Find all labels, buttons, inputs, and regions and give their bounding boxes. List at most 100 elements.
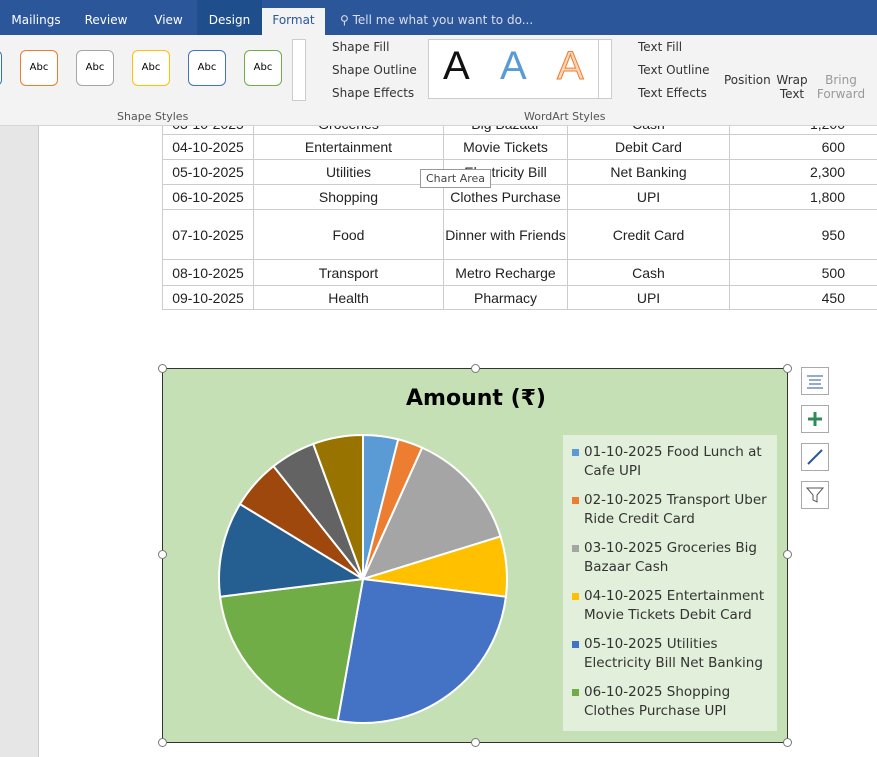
command[interactable]: Wrap Text — [776, 73, 808, 101]
command[interactable]: Text Outline — [638, 63, 710, 77]
table-cell: 500 — [730, 260, 877, 286]
table-cell: Health — [254, 286, 444, 310]
gallery-scroll[interactable] — [292, 39, 306, 101]
shape-style[interactable]: Abc — [76, 50, 114, 86]
command[interactable]: Shape Outline — [332, 63, 417, 77]
table-cell: 1,800 — [730, 185, 877, 210]
legend: 01-10-2025 Food Lunch at Cafe UPI 02-10-2… — [563, 435, 777, 731]
resize-handle[interactable] — [158, 738, 167, 747]
table-cell: 03-10-2025 — [162, 126, 254, 135]
table-cell: Metro Recharge — [444, 260, 568, 286]
legend-entry: 02-10-2025 Transport Uber Ride Credit Ca… — [563, 487, 777, 535]
table-cell: Credit Card — [568, 210, 730, 260]
wordart-style[interactable]: A — [557, 44, 585, 89]
table-cell: 06-10-2025 — [162, 185, 254, 210]
resize-handle[interactable] — [158, 550, 167, 559]
wordart-style[interactable]: A — [443, 44, 470, 88]
resize-handle[interactable] — [783, 550, 792, 559]
legend-label: 02-10-2025 Transport Uber Ride Credit Ca… — [584, 492, 767, 527]
resize-handle[interactable] — [471, 364, 480, 373]
tab[interactable]: Mailings — [11, 13, 61, 27]
legend-entry: 06-10-2025 Shopping Clothes Purchase UPI — [563, 679, 777, 727]
table-cell: Cash — [568, 126, 730, 135]
command[interactable]: Bring Forward — [816, 73, 866, 101]
legend-label: 04-10-2025 Entertainment Movie Tickets D… — [584, 588, 765, 623]
legend-entry: 01-10-2025 Food Lunch at Cafe UPI — [563, 439, 777, 487]
shape-style[interactable]: Abc — [188, 50, 226, 86]
table-cell: 600 — [730, 135, 877, 160]
resize-handle[interactable] — [471, 738, 480, 747]
legend-marker — [572, 593, 579, 600]
tooltip: Chart Area — [420, 169, 492, 188]
legend-marker — [572, 449, 579, 456]
chart-elements-button[interactable] — [801, 405, 829, 433]
shape-style[interactable]: Abc — [20, 50, 58, 86]
chart-styles-button[interactable] — [801, 443, 829, 471]
legend-label: 06-10-2025 Shopping Clothes Purchase UPI — [584, 684, 731, 719]
table-cell: Pharmacy — [444, 286, 568, 310]
pie-slice — [336, 577, 508, 724]
wordart-gallery — [428, 39, 600, 99]
shape-style[interactable]: Abc — [244, 50, 282, 86]
pie-slice — [218, 577, 365, 722]
legend-label: 05-10-2025 Utilities Electricity Bill Ne… — [584, 636, 763, 671]
ribbon: Abc Abc Abc Abc Abc Abc Shape Fill Shape Outli… — [0, 35, 877, 126]
chart-area[interactable]: Amount (₹) 01-10-2025 Food Lunch at Cafe… — [162, 368, 788, 743]
legend-label: 01-10-2025 Food Lunch at Cafe UPI — [584, 444, 762, 479]
margin — [0, 126, 39, 757]
shape-style[interactable]: Abc — [0, 50, 2, 86]
resize-handle[interactable] — [783, 738, 792, 747]
resize-handle[interactable] — [158, 364, 167, 373]
icon — [805, 487, 825, 503]
tab[interactable]: Design — [208, 13, 251, 27]
table-cell: Shopping — [254, 185, 444, 210]
search-text: Tell me what you want to do... — [352, 13, 534, 27]
table-cell: UPI — [568, 185, 730, 210]
pie-slice — [311, 433, 364, 580]
table-cell: Groceries — [254, 126, 444, 135]
table-cell: 950 — [730, 210, 877, 260]
tab-bar: Mailings Review View Design Format ⚲ Tell me… — [0, 0, 877, 35]
table-cell: 450 — [730, 286, 877, 310]
table-cell: Entertainment — [254, 135, 444, 160]
command[interactable]: Text Effects — [638, 86, 707, 100]
table-cell: Big Bazaar — [444, 126, 568, 135]
chart-filters-button[interactable] — [801, 481, 829, 509]
shape-style[interactable]: Abc — [132, 50, 170, 86]
command[interactable]: Position — [724, 73, 771, 87]
table-cell: Dinner with Friends — [444, 210, 568, 260]
table-cell: 2,300 — [730, 160, 877, 185]
icon — [807, 449, 823, 465]
tab[interactable]: Format — [272, 13, 315, 27]
chart-title: Amount (₹) — [406, 386, 546, 411]
table-cell: Clothes Purchase — [444, 185, 568, 210]
legend-label: 03-10-2025 Groceries Big Bazaar Cash — [584, 540, 757, 575]
table-cell: 1,200 — [730, 126, 877, 135]
command[interactable]: Text Fill — [638, 40, 683, 54]
command[interactable]: Shape Effects — [332, 86, 415, 100]
table-cell: 05-10-2025 — [162, 160, 254, 185]
table-cell: 07-10-2025 — [162, 210, 254, 260]
group-label: WordArt Styles — [524, 110, 606, 123]
pie-slice — [218, 502, 366, 598]
legend-entry: 03-10-2025 Groceries Big Bazaar Cash — [563, 535, 777, 583]
legend-entry: 04-10-2025 Entertainment Movie Tickets D… — [563, 583, 777, 631]
legend-marker — [572, 545, 579, 552]
layout-options-button[interactable] — [801, 367, 829, 395]
resize-handle[interactable] — [783, 364, 792, 373]
tab-bg — [197, 0, 262, 35]
wordart-style[interactable]: A — [500, 44, 527, 88]
icon — [808, 412, 822, 426]
legend-marker — [572, 497, 579, 504]
tab[interactable]: Review — [84, 13, 128, 27]
table-cell: 04-10-2025 — [162, 135, 254, 160]
command[interactable]: Shape Fill — [332, 40, 390, 54]
table-cell: 09-10-2025 — [162, 286, 254, 310]
group-label: Shape Styles — [117, 110, 189, 123]
search[interactable]: ⚲ Tell me what you want to do... — [340, 13, 534, 27]
gallery-scroll[interactable] — [598, 39, 612, 99]
tab[interactable]: View — [154, 13, 183, 27]
table-cell: Food — [254, 210, 444, 260]
